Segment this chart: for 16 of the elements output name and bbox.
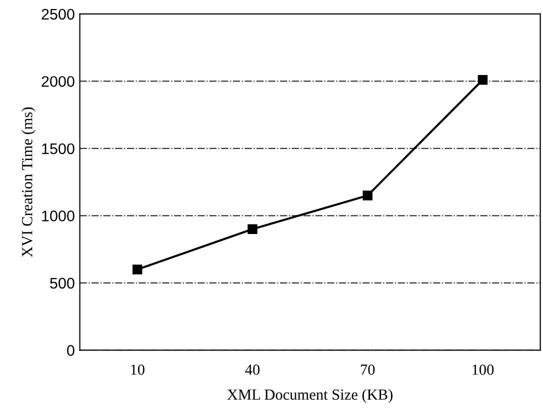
x-axis-title: XML Document Size (KB) [227, 389, 392, 403]
x-tick-label: 40 [245, 364, 260, 375]
point [132, 264, 142, 274]
point [362, 190, 372, 200]
y-tick-label: 2500 [42, 8, 74, 20]
x-tick-label: 10 [131, 364, 144, 375]
y-axis-title: XVI Creation Time (ms) [22, 107, 36, 258]
point [478, 75, 488, 85]
point [248, 224, 258, 234]
x-tick-label: 70 [360, 364, 375, 375]
y-tick-label: 1500 [42, 143, 74, 154]
y-tick-label: 1000 [42, 210, 74, 222]
y-tick-label: 2000 [42, 76, 74, 87]
x-tick-label: 100 [472, 364, 494, 375]
y-tick-label: 500 [50, 278, 74, 289]
y-tick-label: 0 [67, 345, 74, 356]
